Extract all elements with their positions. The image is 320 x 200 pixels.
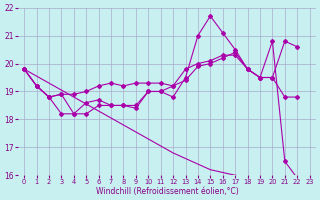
X-axis label: Windchill (Refroidissement éolien,°C): Windchill (Refroidissement éolien,°C)	[96, 187, 238, 196]
